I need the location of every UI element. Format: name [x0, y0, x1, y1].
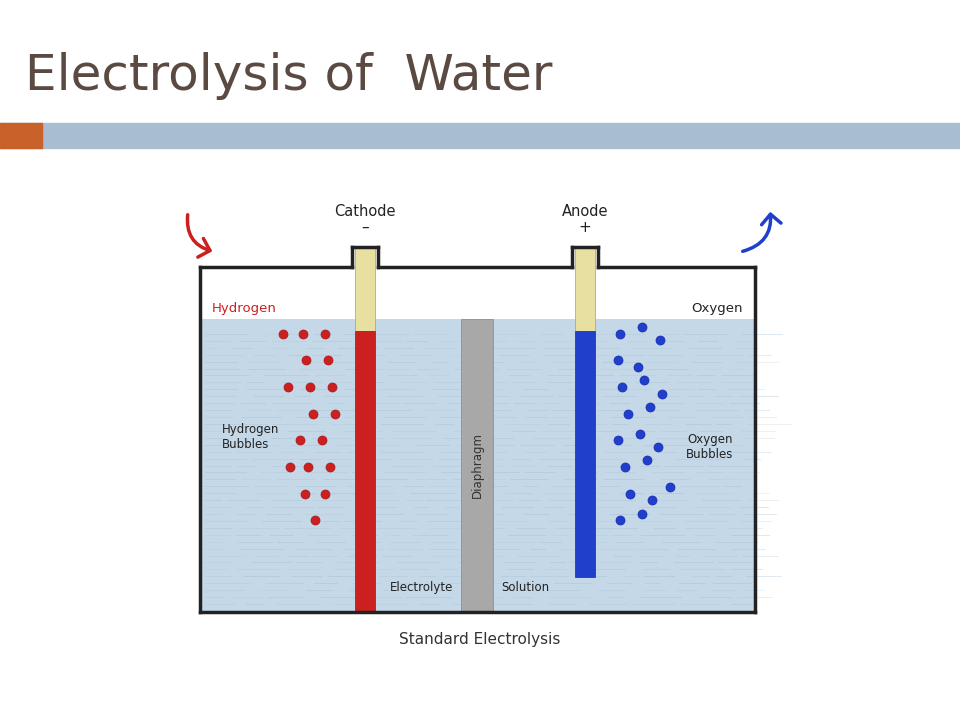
Text: Electrolysis of  Water: Electrolysis of Water	[25, 52, 553, 100]
Bar	[461, 319, 493, 612]
Text: Standard Electrolysis: Standard Electrolysis	[399, 632, 561, 647]
Text: Hydrogen: Hydrogen	[212, 302, 276, 315]
Text: Hydrogen
Bubbles: Hydrogen Bubbles	[222, 423, 279, 451]
Text: Cathode: Cathode	[334, 204, 396, 219]
Text: Diaphragm: Diaphragm	[470, 433, 484, 498]
Text: –: –	[361, 220, 369, 235]
Text: Oxygen: Oxygen	[691, 302, 743, 315]
Bar	[200, 319, 755, 612]
Bar	[355, 247, 375, 331]
Text: Solution: Solution	[501, 581, 549, 594]
FancyArrowPatch shape	[743, 215, 781, 251]
Bar	[575, 247, 595, 331]
Bar	[355, 331, 375, 612]
FancyArrowPatch shape	[187, 215, 210, 257]
Text: Electrolyte: Electrolyte	[390, 581, 453, 594]
Text: Anode: Anode	[562, 204, 609, 219]
Bar	[575, 331, 595, 577]
Bar	[0, 123, 960, 148]
Bar	[0, 123, 42, 148]
Text: +: +	[579, 220, 591, 235]
Text: Oxygen
Bubbles: Oxygen Bubbles	[685, 433, 733, 461]
